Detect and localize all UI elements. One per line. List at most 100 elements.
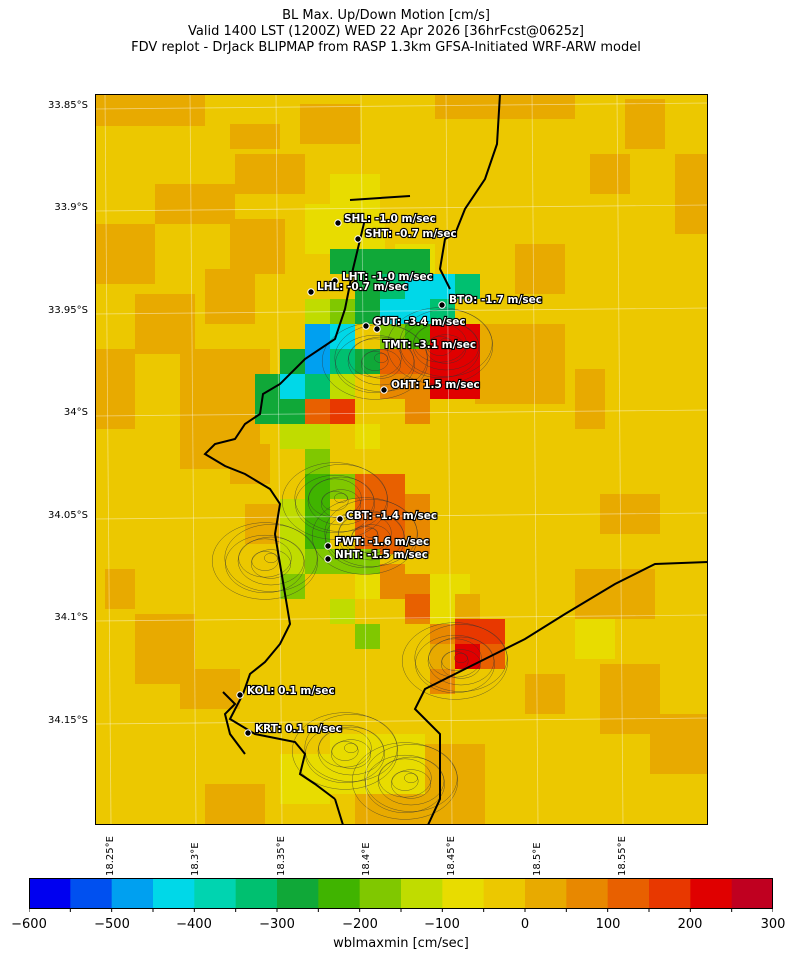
contour-line bbox=[440, 649, 482, 679]
station-marker bbox=[354, 235, 362, 243]
contour-line bbox=[330, 739, 372, 769]
station-label: GUT: -3.4 m/sec bbox=[373, 316, 466, 328]
graticule-line bbox=[275, 94, 283, 825]
value-cell bbox=[330, 249, 430, 274]
contour-line bbox=[414, 624, 508, 692]
contour-line bbox=[377, 756, 445, 806]
colorbar-swatch bbox=[442, 878, 485, 909]
contour-line bbox=[347, 336, 415, 386]
value-cell bbox=[600, 494, 660, 534]
colorbar-tick-label: 300 bbox=[760, 917, 786, 932]
value-cells bbox=[95, 94, 708, 825]
contour-line bbox=[351, 742, 459, 820]
station-marker bbox=[331, 277, 339, 285]
value-cell bbox=[230, 124, 280, 149]
value-cell bbox=[230, 219, 285, 274]
station-marker bbox=[373, 325, 381, 333]
lon-label: 18.5°E bbox=[532, 842, 543, 876]
station-label: LHL: -0.7 m/sec bbox=[317, 281, 408, 293]
value-cell bbox=[380, 374, 430, 399]
coast-segment bbox=[222, 691, 246, 755]
value-cell bbox=[305, 399, 330, 424]
value-cell bbox=[205, 269, 255, 324]
station-marker bbox=[236, 691, 244, 699]
value-cell bbox=[405, 594, 430, 619]
coastline bbox=[203, 94, 708, 825]
value-cell bbox=[280, 424, 330, 449]
value-cell bbox=[430, 349, 480, 399]
value-cell bbox=[625, 99, 665, 149]
value-cell bbox=[675, 154, 708, 234]
colorbar-swatch bbox=[29, 878, 71, 909]
graticule-line bbox=[95, 307, 708, 315]
lat-label: 34.05°S bbox=[48, 510, 88, 521]
graticule-line bbox=[445, 94, 453, 825]
value-cell bbox=[330, 299, 355, 324]
value-cell bbox=[95, 94, 205, 126]
value-cell bbox=[430, 669, 455, 694]
colorbar-swatch bbox=[318, 878, 361, 909]
value-cell bbox=[180, 399, 230, 469]
colorbar-tick-label: 0 bbox=[520, 917, 530, 932]
value-cell bbox=[355, 624, 380, 649]
colorbar-swatch bbox=[111, 878, 154, 909]
contour-line bbox=[401, 622, 509, 700]
value-cell bbox=[455, 619, 480, 644]
station-marker bbox=[438, 301, 446, 309]
value-cell bbox=[380, 299, 405, 324]
value-cell bbox=[355, 274, 380, 299]
value-cell bbox=[330, 349, 355, 374]
value-cell bbox=[475, 324, 565, 404]
stations: SHL: -1.0 m/sec SHT: -0.7 m/sec LHT: -1.0 … bbox=[236, 212, 543, 737]
station-marker bbox=[380, 386, 388, 394]
graticule-line bbox=[95, 717, 708, 725]
station-marker bbox=[362, 322, 370, 330]
contour-line bbox=[238, 538, 292, 578]
station-marker bbox=[324, 555, 332, 563]
value-cell bbox=[590, 154, 630, 194]
value-cell bbox=[95, 224, 155, 284]
value-cell bbox=[330, 374, 355, 399]
contour-line bbox=[250, 549, 292, 579]
contour-line bbox=[308, 478, 362, 518]
value-cell bbox=[455, 274, 480, 299]
colorbar-tick-marks bbox=[29, 909, 773, 912]
colorbar-tick-label: −100 bbox=[424, 917, 460, 932]
colorbar-swatch bbox=[607, 878, 650, 909]
colorbar-swatch bbox=[277, 878, 319, 909]
lon-label: 18.35°E bbox=[276, 836, 287, 876]
lat-label: 33.95°S bbox=[48, 305, 88, 316]
value-cell bbox=[300, 104, 360, 144]
value-cell bbox=[330, 599, 355, 624]
graticule-line bbox=[95, 409, 708, 417]
colorbar-swatches bbox=[29, 878, 773, 909]
station-label: FWT: -1.6 m/sec bbox=[335, 536, 429, 548]
map-canvas: SHL: -1.0 m/sec SHT: -0.7 m/sec LHT: -1.0 … bbox=[95, 94, 708, 825]
value-cell bbox=[280, 349, 305, 374]
value-cell bbox=[380, 349, 430, 374]
contour-line bbox=[364, 744, 458, 812]
value-cell bbox=[430, 644, 455, 669]
coast-segment bbox=[413, 561, 708, 825]
value-cell bbox=[330, 324, 355, 349]
value-cell bbox=[355, 794, 425, 825]
station-marker bbox=[244, 729, 252, 737]
lat-label: 33.85°S bbox=[48, 100, 88, 111]
graticule-line bbox=[95, 204, 708, 212]
map-title: BL Max. Up/Down Motion [cm/s] bbox=[282, 8, 490, 23]
contour-line bbox=[350, 524, 392, 554]
graticule-line bbox=[95, 614, 708, 622]
value-cell bbox=[480, 644, 505, 669]
contour-line bbox=[390, 769, 432, 799]
contour-line bbox=[425, 334, 467, 364]
coast-segment bbox=[203, 218, 366, 800]
value-cell bbox=[380, 564, 405, 589]
forecast-map: SHL: -1.0 m/sec SHT: -0.7 m/sec LHT: -1.0 … bbox=[95, 94, 708, 825]
graticule-line bbox=[189, 94, 197, 825]
value-cell bbox=[280, 374, 305, 399]
colorbar-swatch bbox=[194, 878, 237, 909]
value-cell bbox=[575, 619, 615, 659]
contour-line bbox=[360, 349, 402, 379]
graticule-line bbox=[95, 512, 708, 520]
lon-label: 18.25°E bbox=[105, 836, 116, 876]
